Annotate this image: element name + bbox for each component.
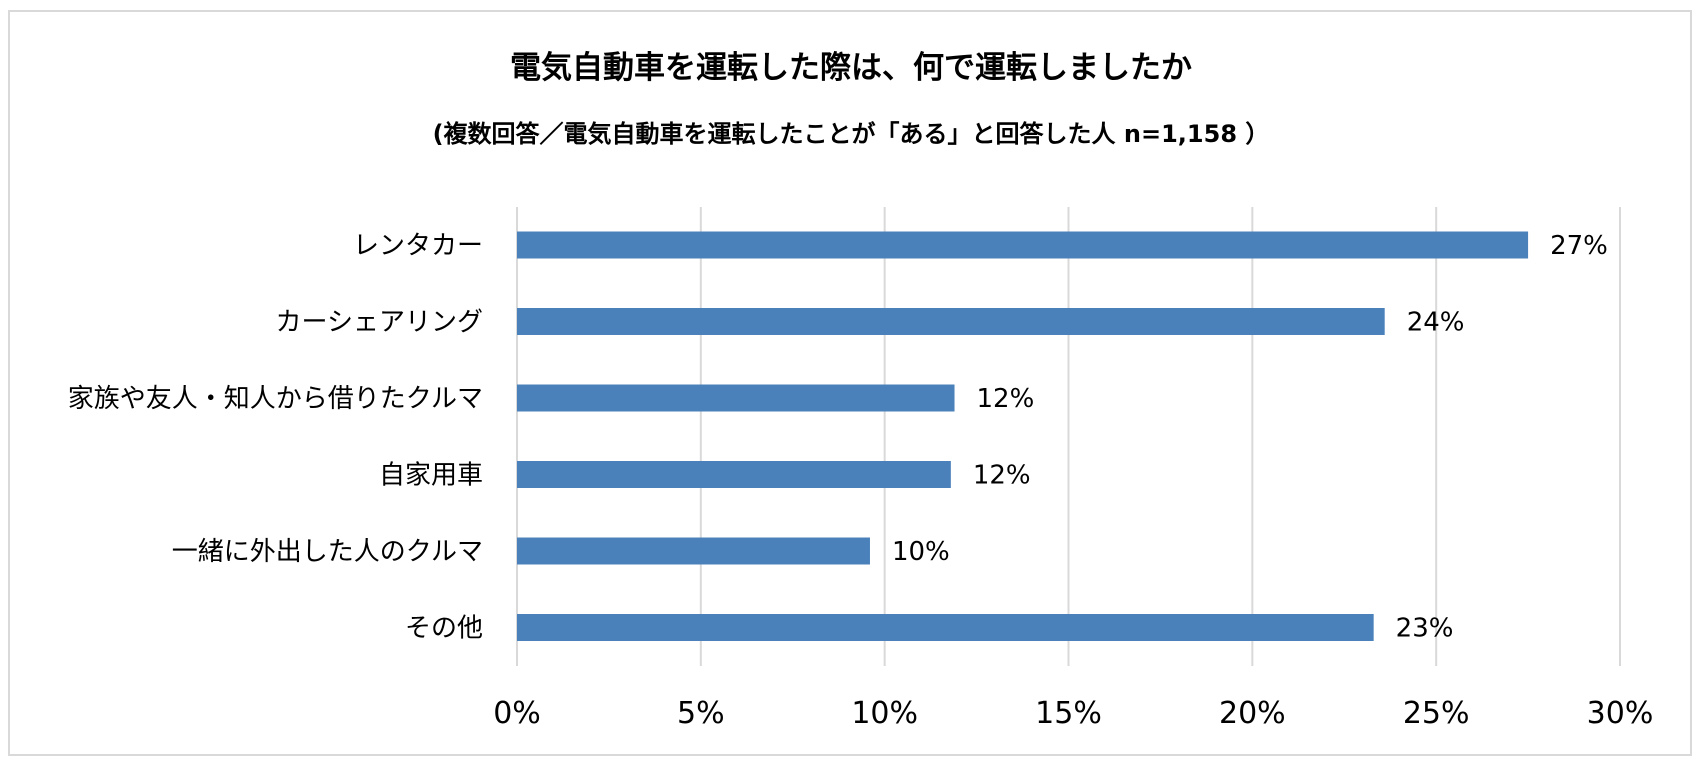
bar <box>517 537 870 565</box>
data-label: 12% <box>973 461 1031 491</box>
x-tick-label: 25% <box>1403 696 1470 731</box>
data-label: 24% <box>1407 308 1465 338</box>
chart-subtitle: (複数回答／電気自動車を運転したことが「ある」と回答した人 n=1,158 ） <box>432 120 1270 148</box>
x-tick-label: 5% <box>677 696 725 731</box>
grid-lines <box>516 207 1621 666</box>
category-label: レンタカー <box>353 231 483 261</box>
data-label: 10% <box>892 537 950 567</box>
x-tick-label: 10% <box>851 696 918 731</box>
category-label: 家族や友人・知人から借りたクルマ <box>68 384 483 414</box>
category-label: カーシェアリング <box>276 308 483 338</box>
x-tick-label: 20% <box>1219 696 1286 731</box>
x-tick-labels: 0% 5% 10% 15% 20% 25% 30% <box>493 696 1653 731</box>
bar <box>517 461 951 488</box>
bar <box>517 384 955 412</box>
category-label: 自家用車 <box>379 461 483 491</box>
bar <box>517 231 1529 259</box>
x-tick-label: 30% <box>1587 696 1654 731</box>
data-label: 27% <box>1550 231 1608 261</box>
bar <box>517 308 1385 335</box>
data-label: 23% <box>1396 614 1454 644</box>
x-tick-label: 0% <box>493 696 541 731</box>
bar <box>517 614 1374 641</box>
category-labels: レンタカーカーシェアリング家族や友人・知人から借りたクルマ自家用車一緒に外出した… <box>68 231 483 644</box>
data-label: 12% <box>977 384 1035 414</box>
category-label: 一緒に外出した人のクルマ <box>172 537 483 567</box>
category-label: その他 <box>405 614 483 644</box>
chart-title: 電気自動車を運転した際は、何で運転しましたか <box>510 50 1192 86</box>
bars <box>517 231 1529 641</box>
x-tick-label: 15% <box>1035 696 1102 731</box>
value-labels: 27% 24% 12% 12% 10% 23% <box>892 231 1608 644</box>
